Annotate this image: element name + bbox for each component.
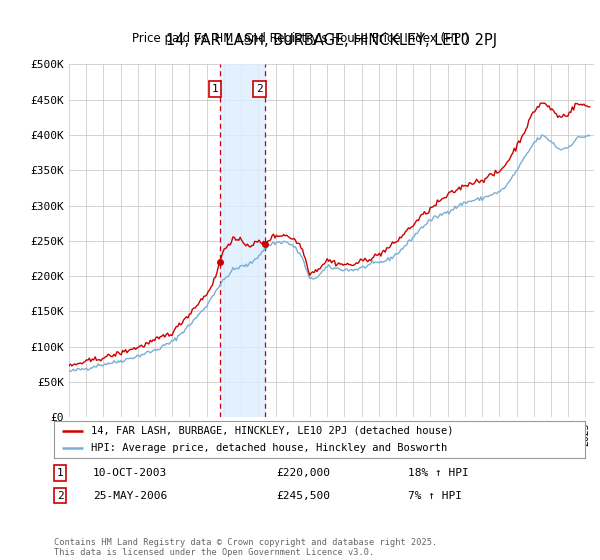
- Text: Contains HM Land Registry data © Crown copyright and database right 2025.
This d: Contains HM Land Registry data © Crown c…: [54, 538, 437, 557]
- Text: 10-OCT-2003: 10-OCT-2003: [93, 468, 167, 478]
- Text: 14, FAR LASH, BURBAGE, HINCKLEY, LE10 2PJ (detached house): 14, FAR LASH, BURBAGE, HINCKLEY, LE10 2P…: [91, 426, 454, 436]
- Bar: [220, 64, 265, 417]
- Text: Price paid vs. HM Land Registry's House Price Index (HPI): Price paid vs. HM Land Registry's House …: [131, 32, 469, 45]
- Text: 2: 2: [256, 84, 263, 94]
- Text: £245,500: £245,500: [276, 491, 330, 501]
- Text: 2: 2: [56, 491, 64, 501]
- Text: 25-MAY-2006: 25-MAY-2006: [93, 491, 167, 501]
- Text: 1: 1: [56, 468, 64, 478]
- Text: 18% ↑ HPI: 18% ↑ HPI: [408, 468, 469, 478]
- Title: 14, FAR LASH, BURBAGE, HINCKLEY, LE10 2PJ: 14, FAR LASH, BURBAGE, HINCKLEY, LE10 2P…: [166, 33, 497, 48]
- Text: HPI: Average price, detached house, Hinckley and Bosworth: HPI: Average price, detached house, Hinc…: [91, 443, 448, 452]
- Text: 7% ↑ HPI: 7% ↑ HPI: [408, 491, 462, 501]
- Text: 1: 1: [211, 84, 218, 94]
- Text: £220,000: £220,000: [276, 468, 330, 478]
